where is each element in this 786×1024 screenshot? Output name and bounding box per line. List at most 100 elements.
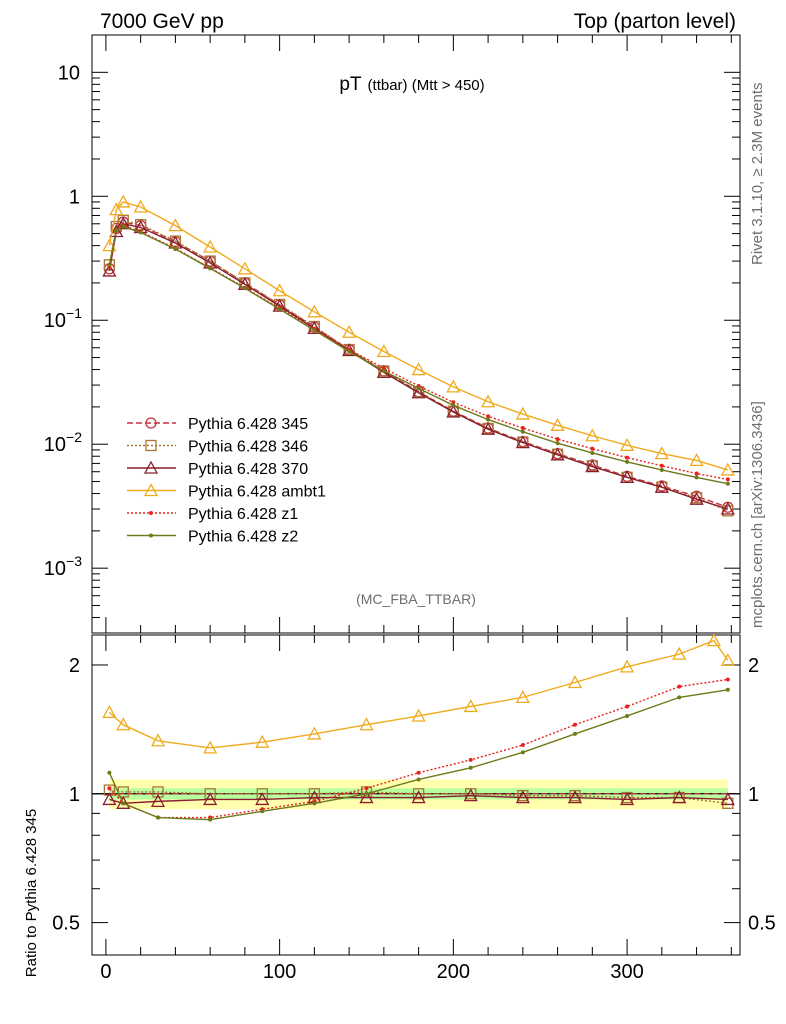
- y-tick-exponent: −1: [66, 305, 82, 321]
- data-point: [590, 446, 595, 451]
- data-point: [659, 467, 664, 472]
- data-point: [307, 304, 322, 318]
- ratio-line: [108, 639, 729, 749]
- analysis-tag: (MC_FBA_TTBAR): [356, 591, 476, 607]
- ratio-point: [103, 784, 116, 796]
- x-tick-label: 200: [437, 961, 470, 983]
- ratio-point: [150, 733, 166, 747]
- data-point: [625, 455, 630, 460]
- data-point: [659, 463, 664, 468]
- ratio-point: [520, 750, 525, 755]
- ratio-ylabel: Ratio to Pythia 6.428 345: [23, 809, 40, 977]
- ratio-point: [520, 743, 525, 748]
- ratio-point: [364, 791, 369, 796]
- data-point: [689, 453, 704, 467]
- ratio-series-2: [102, 788, 735, 809]
- data-point: [481, 421, 496, 435]
- data-point: [416, 386, 421, 391]
- data-point: [515, 435, 530, 449]
- ratio-point: [619, 659, 635, 673]
- ratio-point: [411, 708, 426, 722]
- data-point: [555, 437, 560, 442]
- y-tick-exponent: −3: [66, 553, 82, 569]
- y-tick-label: 1: [69, 784, 80, 806]
- data-point: [312, 328, 317, 333]
- ratio-point: [156, 815, 161, 820]
- data-point: [102, 238, 117, 252]
- ratio-point: [672, 646, 687, 660]
- data-point: [242, 286, 247, 291]
- ratio-point: [619, 792, 635, 806]
- data-point: [625, 459, 630, 464]
- ratio-point: [364, 786, 369, 791]
- ratio-point: [468, 765, 473, 770]
- data-point: [411, 385, 426, 399]
- ratio-point: [416, 770, 421, 775]
- data-point: [342, 324, 357, 338]
- plot-title-main: pT: [339, 74, 362, 95]
- ratio-series-3: [102, 633, 735, 754]
- data-point: [689, 491, 704, 505]
- ratio-panel: 2 2 1 1 0.5 0.5 0 100 200 300: [52, 633, 776, 983]
- y-tick-label: 0.5: [52, 913, 80, 935]
- ratio-line: [108, 689, 728, 821]
- data-point: [133, 199, 148, 213]
- ratio-point: [672, 790, 687, 804]
- data-point: [446, 404, 461, 418]
- ratio-point: [107, 770, 112, 775]
- ratio-point: [515, 690, 530, 704]
- data-point: [694, 475, 699, 480]
- ratio-point: [208, 817, 213, 822]
- data-point: [446, 379, 461, 393]
- data-point: [347, 349, 352, 354]
- series-line: [108, 224, 728, 481]
- data-point: [481, 394, 496, 408]
- data-point: [486, 414, 491, 419]
- data-point: [451, 403, 456, 408]
- data-point: [520, 429, 525, 434]
- data-point: [272, 298, 287, 312]
- data-point: [109, 224, 124, 238]
- ratio-point: [203, 740, 218, 754]
- ratio-point: [725, 677, 730, 682]
- ratio-point: [116, 795, 131, 809]
- plot-title-small: (ttbar) (Mtt > 450): [368, 77, 485, 94]
- ratio-point: [102, 704, 117, 718]
- y-tick-label: 1: [69, 186, 80, 208]
- mcplots-label: mcplots.cern.ch [arXiv:1306.3436]: [749, 401, 766, 628]
- data-point: [585, 459, 600, 473]
- y-tick-label: 10: [58, 62, 80, 84]
- top-frame: [91, 34, 741, 634]
- data-point: [376, 344, 391, 358]
- y-tick-mantissa: 10: [44, 434, 66, 456]
- legend-marker: [149, 511, 153, 515]
- ratio-point: [416, 777, 421, 782]
- data-point: [102, 263, 117, 277]
- legend-marker: [145, 439, 157, 452]
- data-point: [411, 362, 426, 376]
- ratio-point: [725, 687, 730, 692]
- data-point: [203, 239, 218, 253]
- data-point: [520, 426, 525, 431]
- data-point: [555, 441, 560, 446]
- data-point: [237, 261, 252, 275]
- data-point: [107, 262, 112, 267]
- legend-marker: [149, 533, 153, 538]
- legend-label: Pythia 6.428 370: [188, 461, 308, 478]
- ratio-point: [411, 790, 426, 804]
- data-point: [654, 446, 669, 460]
- data-point: [109, 202, 124, 216]
- series-5: [107, 224, 730, 486]
- ratio-point: [308, 788, 321, 800]
- y-tick-label-right: 1: [748, 784, 759, 806]
- data-point: [208, 266, 213, 271]
- ratio-point: [102, 792, 117, 806]
- ratio-point: [116, 717, 131, 731]
- series-3: [102, 194, 735, 476]
- legend-label: Pythia 6.428 345: [188, 416, 308, 433]
- ratio-point: [121, 801, 126, 806]
- series-line: [108, 201, 729, 471]
- ratio-series-5: [107, 687, 730, 822]
